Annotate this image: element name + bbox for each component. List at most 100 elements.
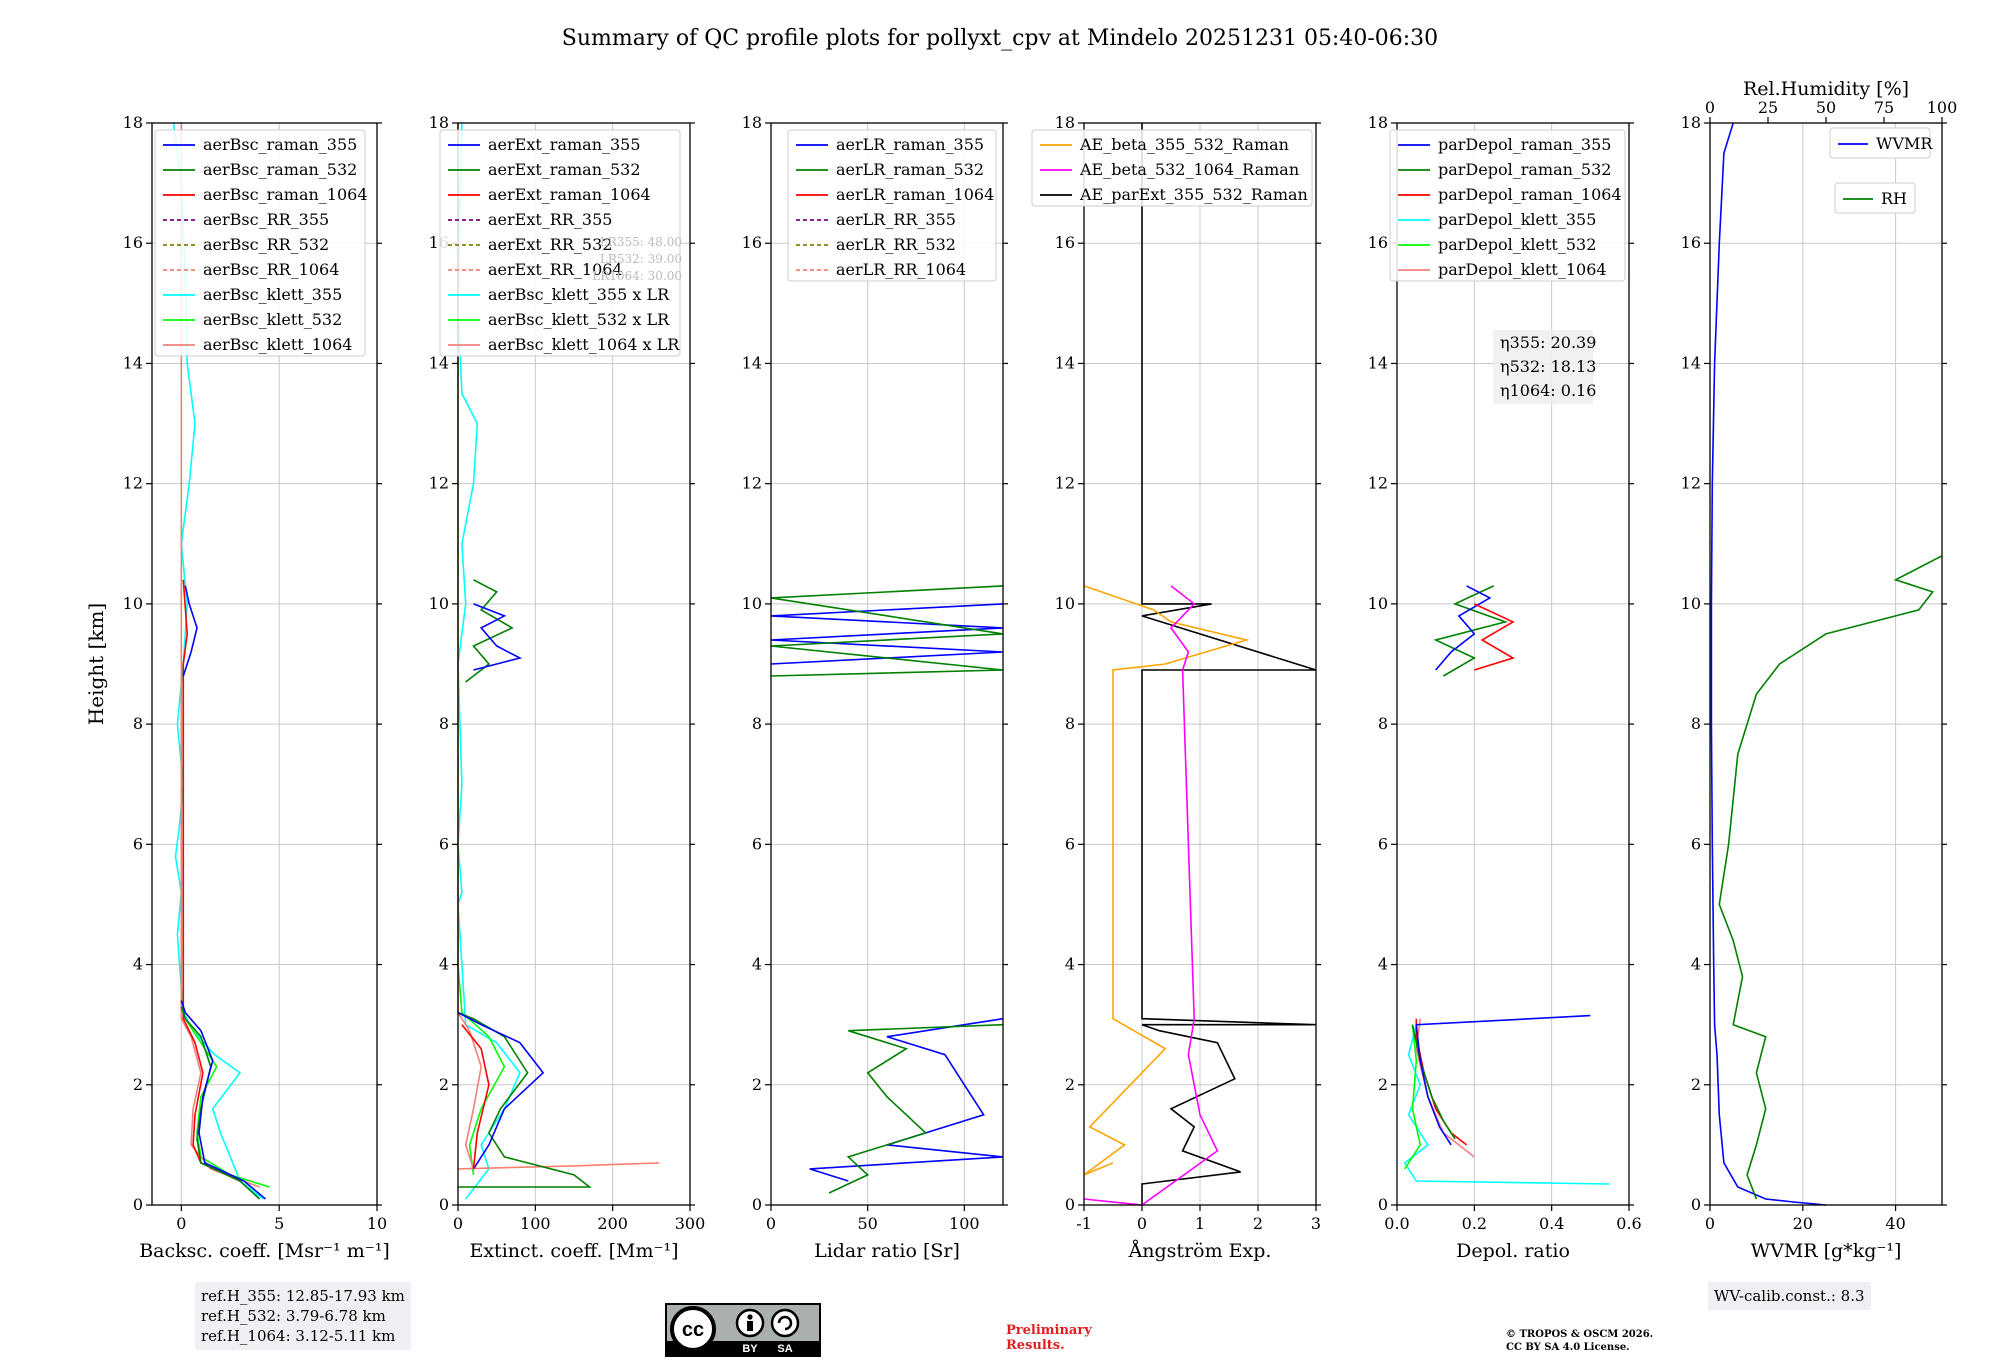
x-tick-label: 300 [675,1214,706,1233]
legend-label: aerExt_raman_532 [488,160,641,179]
series-line-4-1 [1083,585,1250,1176]
series-line-1-0 [172,122,264,1200]
series-line-5-5 [1415,1014,1591,1146]
y-tick-label: 14 [123,353,143,372]
sa-label: SA [777,1343,792,1355]
y-tick-label: 14 [742,353,762,372]
legend-label: parDepol_klett_1064 [1438,260,1607,279]
series-line-3-0 [809,1017,1004,1182]
x-tick-label: 0.2 [1462,1214,1487,1233]
x-tick-label: 100 [949,1214,980,1233]
legend-label: parDepol_klett_532 [1438,235,1596,254]
legend-label: aerExt_RR_532 [488,235,612,254]
legend-label: aerBsc_raman_532 [203,160,357,179]
series-line-2-3 [457,1162,660,1170]
lidar-ratio-label: LR532: 39.00 [600,252,682,266]
x-tick-label: 40 [1885,1214,1905,1233]
eta-box [1493,330,1593,404]
x-axis-label: WVMR [g*kg⁻¹] [1751,1240,1902,1262]
series-line-5-1 [1404,1024,1422,1170]
copyright-line-2: CC BY SA 4.0 License. [1506,1342,1630,1353]
y-tick-label: 0 [133,1195,143,1214]
x-tick-label: 0.6 [1616,1214,1641,1233]
legend-label: aerLR_RR_532 [836,235,956,254]
y-tick-label: 6 [1691,834,1701,853]
x-tick-label: 100 [520,1214,551,1233]
y-tick-label: 6 [1378,834,1388,853]
legend-label: parDepol_raman_1064 [1438,185,1622,204]
panel-3: 0 50 100 0 2 4 6 8 10 12 14 16 18 Lidar ratio [Sr] aer… [742,113,1008,1262]
legend-label: parDepol_raman_355 [1438,135,1611,154]
lidar-ratio-label: LR1064: 30.00 [592,269,682,283]
y-tick-label: 18 [123,113,143,132]
legend-label: aerBsc_raman_355 [203,135,357,154]
y-tick-label: 14 [1368,353,1388,372]
axes-frame [457,122,691,1206]
x-tick-label: 0.0 [1384,1214,1409,1233]
series-line-6-0 [1710,122,1827,1206]
lidar-ratio-label: LR355: 48.00 [600,235,682,249]
y-tick-label: 8 [1065,714,1075,733]
legend-box [154,129,366,357]
cc-logo-icon [670,1306,716,1352]
y-tick-label: 0 [1065,1195,1075,1214]
y-tick-label: 2 [1691,1075,1701,1094]
legend-label: parDepol_raman_532 [1438,160,1611,179]
axes-frame [1709,122,1943,1206]
series-line-5-7 [1435,585,1492,671]
y-tick-label: 6 [133,834,143,853]
y-tick-label: 18 [1368,113,1388,132]
legend-label: aerBsc_klett_532 x LR [488,310,670,329]
legend-box [787,129,997,282]
y-tick-label: 4 [752,955,762,974]
y-tick-label: 18 [1055,113,1075,132]
x-tick-label: -1 [1076,1214,1092,1233]
series-line-5-8 [1473,603,1515,671]
series-line-5-0 [1403,1024,1610,1185]
legend-label: aerBsc_RR_532 [203,235,329,254]
legend-label: aerBsc_klett_532 [203,310,342,329]
y-tick-label: 12 [1055,474,1075,493]
y-tick-label: 0 [1691,1195,1701,1214]
eta-label: η532: 18.13 [1500,357,1596,376]
y-tick-label: 16 [1055,233,1075,252]
y-tick-label: 8 [752,714,762,733]
series-line-6-1 [1718,555,1943,1200]
y-tick-label: 10 [1055,594,1075,613]
x-tick-label: 0 [453,1214,463,1233]
reference-heights-box: ref.H_355: 12.85-17.93 km ref.H_532: 3.7… [195,1282,411,1350]
x-tick-label: 2 [1253,1214,1263,1233]
x-tick-label: 3 [1311,1214,1321,1233]
legend-label: aerBsc_klett_355 x LR [488,285,670,304]
legend-label: AE_beta_532_1064_Raman [1079,160,1299,179]
x-tick-label: 0 [1705,1214,1715,1233]
ref-height-355: ref.H_355: 12.85-17.93 km [201,1287,405,1305]
by-label: BY [742,1343,758,1355]
wv-calibration-constant: WV-calib.const.: 8.3 [1714,1287,1865,1305]
legend-label: aerBsc_klett_1064 [203,335,352,354]
legend-label: aerBsc_raman_1064 [203,185,368,204]
legend-label: AE_beta_355_532_Raman [1079,135,1289,154]
y-tick-label: 4 [133,955,143,974]
ref-height-1064: ref.H_1064: 3.12-5.11 km [201,1327,396,1345]
x-tick-label: 0 [176,1214,186,1233]
y-tick-label: 14 [1055,353,1075,372]
y-tick-label: 2 [439,1075,449,1094]
y-tick-label: 4 [1378,955,1388,974]
y-tick-label: 10 [429,594,449,613]
series-line-4-0 [1141,123,1317,1205]
y-tick-label: 12 [1368,474,1388,493]
legend-label: aerExt_raman_355 [488,135,641,154]
y-tick-label: 12 [429,474,449,493]
y-axis-label: Height [km] [84,603,108,725]
series-line-2-5 [457,1011,545,1170]
legend-box [1389,129,1626,282]
axes-frame [770,122,1004,1206]
y-tick-label: 16 [123,233,143,252]
panel-1: 0 5 10 0 2 4 6 8 10 12 14 16 18 Backsc. coeff. [Msr⁻¹… [84,113,390,1262]
preliminary-line-2: Results. [1006,1338,1065,1353]
y-tick-label: 8 [1691,714,1701,733]
legend-label: aerExt_raman_1064 [488,185,651,204]
